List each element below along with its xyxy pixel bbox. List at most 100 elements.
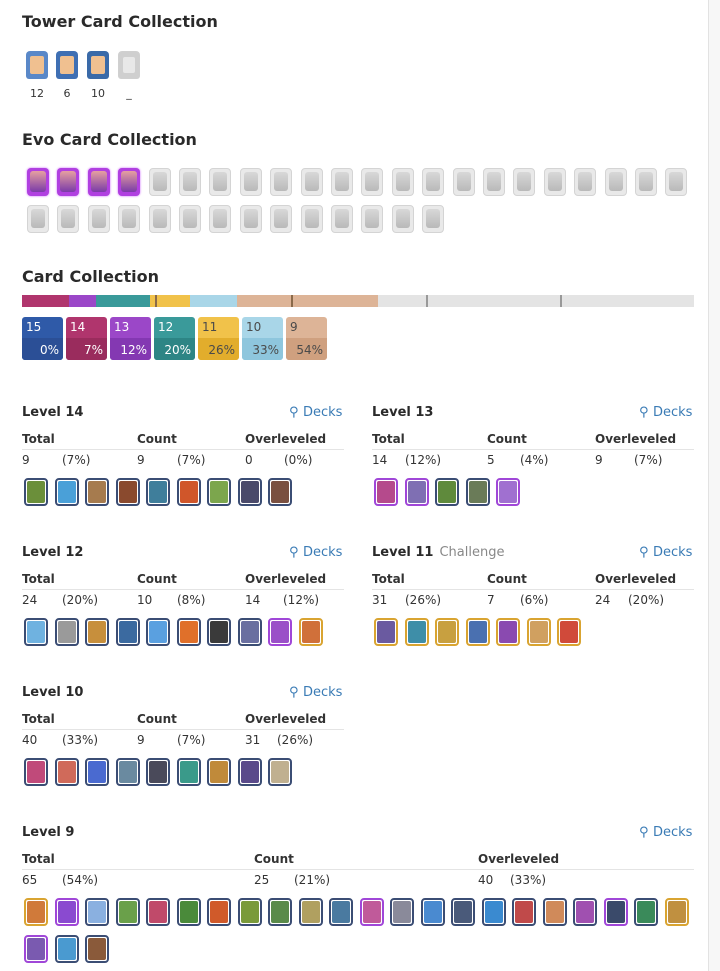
card-icon[interactable] [146,898,170,926]
card-icon[interactable] [24,618,48,646]
card-icon[interactable] [207,758,231,786]
decks-link[interactable]: ⚲ Decks [289,685,342,700]
card-icon[interactable] [85,935,109,963]
card-icon[interactable] [54,618,79,646]
value-over: 24 [595,593,611,607]
card-art [57,621,76,643]
card-icon[interactable] [329,898,353,926]
card-art [377,481,395,503]
card-icon[interactable] [374,478,398,506]
card-icon[interactable] [24,758,48,786]
evo-card-art [243,172,258,191]
card-icon[interactable] [542,898,567,926]
column-header-overleveled: Overleveled [245,572,327,586]
card-icon[interactable] [298,898,323,926]
evo-card-art [395,172,410,191]
card-icon[interactable] [146,758,170,786]
level-title: Level 12 [22,545,83,560]
card-icon[interactable] [359,898,384,926]
card-icon[interactable] [115,758,140,786]
card-icon[interactable] [146,478,170,506]
tower-card [56,51,78,79]
card-icon[interactable] [404,478,429,506]
card-art [515,901,533,923]
level-tile-15[interactable]: 15 0% [22,317,63,360]
card-icon[interactable] [207,898,231,926]
level-tile-lower [66,338,107,360]
card-icon[interactable] [298,618,323,646]
card-icon[interactable] [54,758,79,786]
card-icon[interactable] [54,935,79,963]
card-icon[interactable] [207,618,231,646]
card-icon[interactable] [176,478,201,506]
card-icon[interactable] [115,618,140,646]
card-icon[interactable] [268,618,292,646]
card-icon[interactable] [237,478,262,506]
level-tile-14[interactable]: 14 7% [66,317,107,360]
evo-card-art [547,172,562,191]
decks-link[interactable]: ⚲ Decks [639,545,692,560]
card-icon[interactable] [435,478,459,506]
card-icon[interactable] [390,898,414,926]
card-icon[interactable] [24,935,48,963]
decks-link[interactable]: ⚲ Decks [289,405,342,420]
card-icon[interactable] [54,898,79,926]
evo-card-art [90,171,107,192]
level-tile-10[interactable]: 10 33% [242,317,283,360]
evo-section-title: Evo Card Collection [22,130,197,149]
card-icon[interactable] [85,478,109,506]
card-icon[interactable] [634,898,658,926]
decks-link[interactable]: ⚲ Decks [639,825,692,840]
card-icon[interactable] [526,618,551,646]
card-icon[interactable] [85,898,109,926]
card-icon[interactable] [374,618,398,646]
card-icon[interactable] [24,898,48,926]
card-icon[interactable] [54,478,79,506]
card-icon[interactable] [237,758,262,786]
decks-link[interactable]: ⚲ Decks [289,545,342,560]
card-icon[interactable] [268,758,292,786]
card-icon[interactable] [24,478,48,506]
card-icon[interactable] [664,898,689,926]
card-art [118,761,137,783]
card-icon[interactable] [496,478,520,506]
card-icon[interactable] [268,898,292,926]
card-icon[interactable] [115,898,140,926]
card-icon[interactable] [512,898,536,926]
tower-card-count: 6 [63,87,71,100]
card-icon[interactable] [465,478,490,506]
card-icon[interactable] [465,618,490,646]
card-icon[interactable] [146,618,170,646]
card-icon[interactable] [481,898,506,926]
card-art [560,621,578,643]
card-icon[interactable] [207,478,231,506]
card-icon[interactable] [176,618,201,646]
card-icon[interactable] [603,898,628,926]
card-icon[interactable] [115,478,140,506]
card-icon[interactable] [268,478,292,506]
card-icon[interactable] [237,618,262,646]
card-icon[interactable] [451,898,475,926]
value-count: 7 [487,593,495,607]
card-icon[interactable] [420,898,445,926]
card-icon[interactable] [404,618,429,646]
level-tile-lower [242,338,283,360]
value-count: 9 [137,453,145,467]
search-icon: ⚲ [289,545,299,560]
scrollbar-track[interactable] [709,0,720,971]
card-icon[interactable] [237,898,262,926]
card-icon[interactable] [85,758,109,786]
card-icon[interactable] [557,618,581,646]
level-tile-12[interactable]: 12 20% [154,317,195,360]
card-icon[interactable] [176,758,201,786]
card-art [529,621,548,643]
card-icon[interactable] [176,898,201,926]
card-icon[interactable] [573,898,597,926]
decks-link[interactable]: ⚲ Decks [639,405,692,420]
level-tile-11[interactable]: 11 26% [198,317,239,360]
level-tile-13[interactable]: 13 12% [110,317,151,360]
level-tile-9[interactable]: 9 54% [286,317,327,360]
card-icon[interactable] [435,618,459,646]
card-icon[interactable] [496,618,520,646]
card-icon[interactable] [85,618,109,646]
